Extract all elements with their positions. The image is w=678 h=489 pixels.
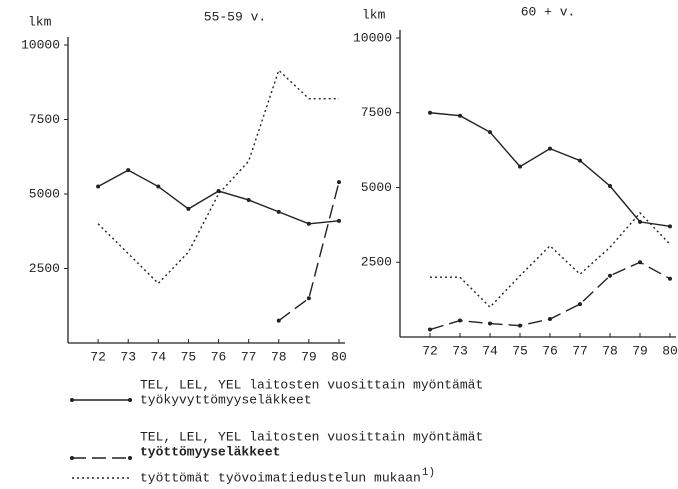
x-tick-label: 79 <box>632 343 648 358</box>
y-tick-label: 10000 <box>21 37 60 52</box>
x-tick-label: 79 <box>301 349 317 364</box>
data-point <box>186 206 191 211</box>
data-point <box>336 180 341 185</box>
x-tick-label: 73 <box>120 349 136 364</box>
legend-label: työkyvyttömyyseläkkeet <box>140 392 312 407</box>
data-line <box>278 181 340 322</box>
data-point <box>156 184 161 189</box>
y-tick-label: 5000 <box>361 180 392 195</box>
data-point <box>246 197 251 202</box>
data-point <box>126 168 131 173</box>
data-point <box>578 158 582 163</box>
data-point <box>518 164 522 169</box>
data-point <box>638 260 642 265</box>
legend-label: TEL, LEL, YEL laitosten vuosittain myönt… <box>140 377 483 392</box>
y-axis-label: lkm <box>362 7 386 22</box>
y-tick-label: 10000 <box>353 30 392 45</box>
line-chart: 55-59 v. lkm 2500 5000 7500 10000 72 73 74 75 76 77… <box>21 9 347 364</box>
data-point <box>608 184 612 189</box>
data-point <box>276 209 281 214</box>
chart-title: 60 + v. <box>521 4 576 19</box>
data-line <box>97 169 340 225</box>
data-line <box>97 69 339 285</box>
data-point <box>488 321 492 326</box>
x-tick-label: 72 <box>422 343 438 358</box>
x-tick-label: 80 <box>331 349 347 364</box>
data-point <box>96 184 101 189</box>
y-tick-label: 2500 <box>361 255 392 270</box>
x-tick-label: 75 <box>512 343 528 358</box>
x-tick-label: 78 <box>602 343 618 358</box>
x-tick-label: 78 <box>271 349 287 364</box>
footnote-marker: 1) <box>422 467 435 479</box>
x-tick-label: 74 <box>151 349 167 364</box>
x-tick-label: 77 <box>241 349 257 364</box>
y-tick-label: 2500 <box>29 261 60 276</box>
data-point <box>306 296 311 301</box>
data-point <box>336 218 341 223</box>
data-point <box>276 318 281 323</box>
data-point <box>458 113 462 118</box>
legend-dot <box>70 398 74 402</box>
x-tick-label: 76 <box>542 343 558 358</box>
legend-dot <box>128 456 132 460</box>
y-tick-label: 7500 <box>361 105 392 120</box>
data-point <box>668 224 672 229</box>
legend: TEL, LEL, YEL laitosten vuosittain myönt… <box>70 377 483 485</box>
data-point <box>458 318 462 323</box>
x-tick-label: 73 <box>452 343 468 358</box>
data-point <box>608 273 612 278</box>
data-point <box>306 221 311 226</box>
data-point <box>578 302 582 307</box>
x-tick-label: 80 <box>662 343 678 358</box>
data-point <box>428 110 432 115</box>
data-point <box>518 323 522 328</box>
y-tick-label: 5000 <box>29 186 60 201</box>
data-line <box>429 112 671 228</box>
chart-title: 55-59 v. <box>204 9 266 24</box>
legend-dot <box>70 456 74 460</box>
x-tick-label: 77 <box>572 343 588 358</box>
x-tick-label: 75 <box>181 349 197 364</box>
data-point <box>668 276 672 281</box>
data-point <box>548 146 552 151</box>
data-point <box>428 327 432 332</box>
line-chart: 60 + v. lkm 2500 5000 7500 10000 72 73 74 75 76 77 7… <box>353 4 678 358</box>
legend-dot <box>128 398 132 402</box>
data-point <box>548 317 552 322</box>
legend-label: TEL, LEL, YEL laitosten vuosittain myönt… <box>140 429 483 444</box>
y-axis-label: lkm <box>28 14 52 29</box>
x-tick-label: 74 <box>482 343 498 358</box>
data-point <box>638 219 642 224</box>
data-point <box>488 130 492 135</box>
x-tick-label: 72 <box>90 349 106 364</box>
x-tick-label: 76 <box>211 349 227 364</box>
y-tick-label: 7500 <box>29 112 60 127</box>
data-line <box>430 211 671 309</box>
legend-label: työttömyyseläkkeet <box>140 444 280 459</box>
legend-label: työttömät työvoimatiedustelun mukaan <box>140 470 421 485</box>
